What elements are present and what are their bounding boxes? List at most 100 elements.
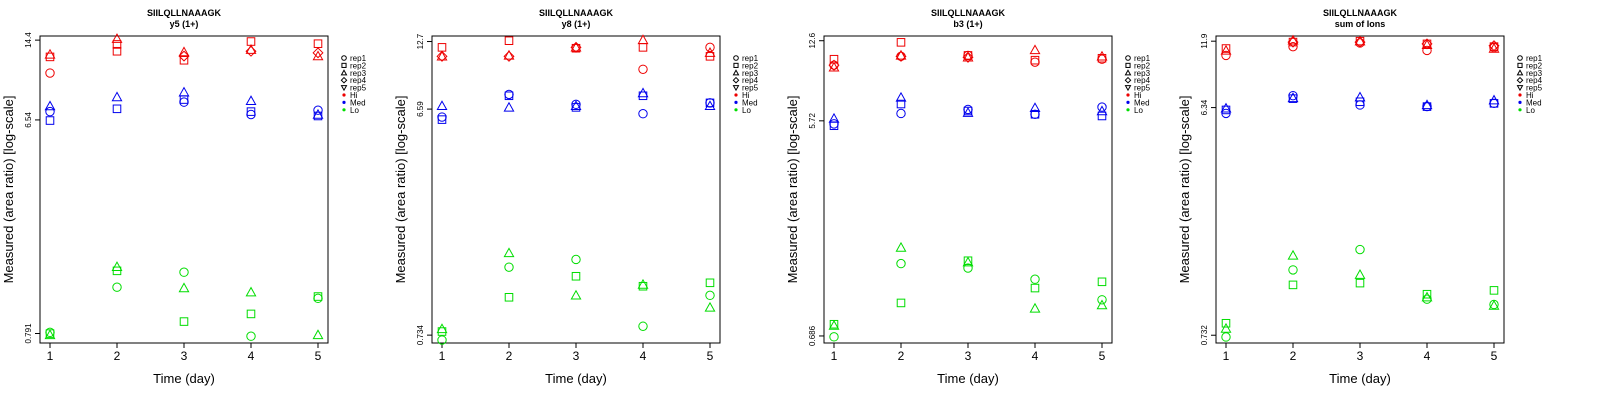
legend-label-rep1: rep1 bbox=[1134, 54, 1151, 63]
legend-label-rep3: rep3 bbox=[1134, 69, 1151, 78]
data-point-lo-triangle bbox=[44, 329, 56, 340]
legend-label-lo: Lo bbox=[1134, 106, 1143, 115]
legend-marker-rep2 bbox=[1517, 62, 1523, 68]
data-point-med-triangle bbox=[178, 86, 190, 97]
data-point-lo-triangle bbox=[1421, 291, 1433, 302]
data-point-med-triangle bbox=[1029, 102, 1041, 113]
data-point-lo-square bbox=[896, 298, 906, 308]
y-tick-label: 5.72 bbox=[808, 112, 817, 128]
x-tick-label: 3 bbox=[1357, 349, 1364, 363]
data-point-hi-triangle bbox=[1029, 44, 1041, 55]
data-point-med-square bbox=[1030, 110, 1040, 119]
x-tick-label: 5 bbox=[707, 349, 714, 363]
legend-label-rep4: rep4 bbox=[742, 76, 759, 85]
data-point-hi-square bbox=[1221, 44, 1231, 53]
plot-frame bbox=[39, 35, 329, 344]
data-point-lo-triangle bbox=[245, 286, 257, 297]
data-point-med-triangle bbox=[704, 100, 716, 111]
data-point-med-square bbox=[179, 95, 189, 104]
x-tick-label: 5 bbox=[1491, 349, 1498, 363]
data-point-lo-circle bbox=[963, 263, 973, 273]
data-point-lo-square bbox=[1030, 283, 1040, 293]
legend-label-med: Med bbox=[1526, 98, 1542, 107]
data-point-hi-triangle bbox=[962, 51, 974, 62]
data-point-med-triangle bbox=[1421, 99, 1433, 110]
data-point-lo-circle bbox=[246, 331, 256, 341]
x-tick-label: 4 bbox=[1424, 349, 1431, 363]
data-point-lo-square bbox=[705, 278, 715, 288]
data-point-lo-square bbox=[1097, 277, 1107, 287]
data-point-hi-diamond bbox=[1421, 38, 1433, 50]
legend-label-hi: Hi bbox=[1134, 91, 1142, 100]
legend-marker-lo bbox=[734, 108, 738, 112]
data-point-hi-square bbox=[963, 51, 973, 60]
data-point-med-circle bbox=[1355, 100, 1365, 110]
data-point-hi-circle bbox=[1288, 41, 1298, 52]
data-point-hi-diamond bbox=[436, 50, 448, 62]
legend-label-med: Med bbox=[350, 98, 366, 107]
x-tick-label: 1 bbox=[831, 349, 838, 363]
data-point-hi-triangle bbox=[895, 49, 907, 60]
chart-title: SIILQLLNAAAGK bbox=[1323, 8, 1397, 18]
data-point-lo-circle bbox=[504, 262, 514, 272]
legend-marker-rep5 bbox=[732, 85, 740, 92]
y-axis-label: Measured (area ratio) [log-scale] bbox=[785, 96, 800, 284]
data-point-lo-triangle bbox=[178, 282, 190, 293]
x-tick-label: 3 bbox=[965, 349, 972, 363]
legend-label-rep2: rep2 bbox=[350, 61, 367, 70]
x-tick-label: 2 bbox=[506, 349, 513, 363]
data-point-lo-circle bbox=[1030, 274, 1040, 284]
data-point-lo-square bbox=[246, 309, 256, 319]
data-point-hi-diamond bbox=[895, 50, 907, 62]
chart-subtitle: sum of Ions bbox=[1335, 19, 1386, 29]
legend-marker-med bbox=[734, 100, 738, 104]
data-point-med-triangle bbox=[828, 112, 840, 123]
data-point-med-triangle bbox=[245, 95, 257, 106]
x-tick-label: 1 bbox=[439, 349, 446, 363]
data-point-hi-circle bbox=[45, 68, 55, 78]
data-point-hi-triangle bbox=[1096, 50, 1108, 61]
legend-marker-med bbox=[342, 100, 346, 104]
legend-label-rep3: rep3 bbox=[350, 69, 367, 78]
data-point-hi-circle bbox=[1030, 57, 1040, 67]
y-tick-label: 6.34 bbox=[1200, 99, 1209, 115]
data-point-med-square bbox=[896, 99, 906, 109]
data-point-lo-triangle bbox=[1354, 269, 1366, 279]
data-point-lo-triangle bbox=[704, 301, 716, 312]
legend-label-rep5: rep5 bbox=[1526, 84, 1543, 93]
data-point-lo-square bbox=[504, 293, 514, 302]
x-tick-label: 2 bbox=[898, 349, 905, 363]
data-point-med-square bbox=[504, 91, 514, 101]
chart-subtitle: b3 (1+) bbox=[953, 19, 982, 29]
data-point-med-triangle bbox=[637, 87, 649, 98]
chart-title: SIILQLLNAAAGK bbox=[147, 8, 221, 18]
y-tick-label: 14.4 bbox=[24, 32, 33, 48]
legend-label-rep1: rep1 bbox=[350, 54, 367, 63]
data-point-hi-square bbox=[437, 43, 447, 52]
data-point-med-circle bbox=[1097, 102, 1107, 112]
data-point-hi-triangle bbox=[436, 50, 448, 61]
data-point-hi-triangle bbox=[503, 49, 515, 60]
x-tick-label: 1 bbox=[47, 349, 54, 363]
legend-label-rep5: rep5 bbox=[1134, 84, 1151, 93]
y-tick-label: 0.686 bbox=[808, 325, 817, 346]
data-point-med-square bbox=[705, 98, 715, 108]
data-point-med-circle bbox=[829, 119, 839, 129]
data-point-lo-circle bbox=[1221, 332, 1231, 342]
chart-subtitle: y8 (1+) bbox=[562, 19, 591, 29]
legend-marker-med bbox=[1518, 100, 1522, 104]
legend-label-lo: Lo bbox=[350, 106, 359, 115]
legend-marker-rep3 bbox=[340, 69, 348, 76]
legend-label-med: Med bbox=[1134, 98, 1150, 107]
legend-label-rep4: rep4 bbox=[1526, 76, 1543, 85]
legend-marker-rep4 bbox=[732, 76, 740, 84]
data-point-hi-square bbox=[313, 39, 323, 48]
x-tick-label: 2 bbox=[114, 349, 121, 363]
data-point-lo-triangle bbox=[1488, 299, 1500, 310]
data-point-med-triangle bbox=[436, 100, 448, 111]
x-tick-label: 2 bbox=[1290, 349, 1297, 363]
y-tick-label: 12.7 bbox=[416, 33, 425, 49]
